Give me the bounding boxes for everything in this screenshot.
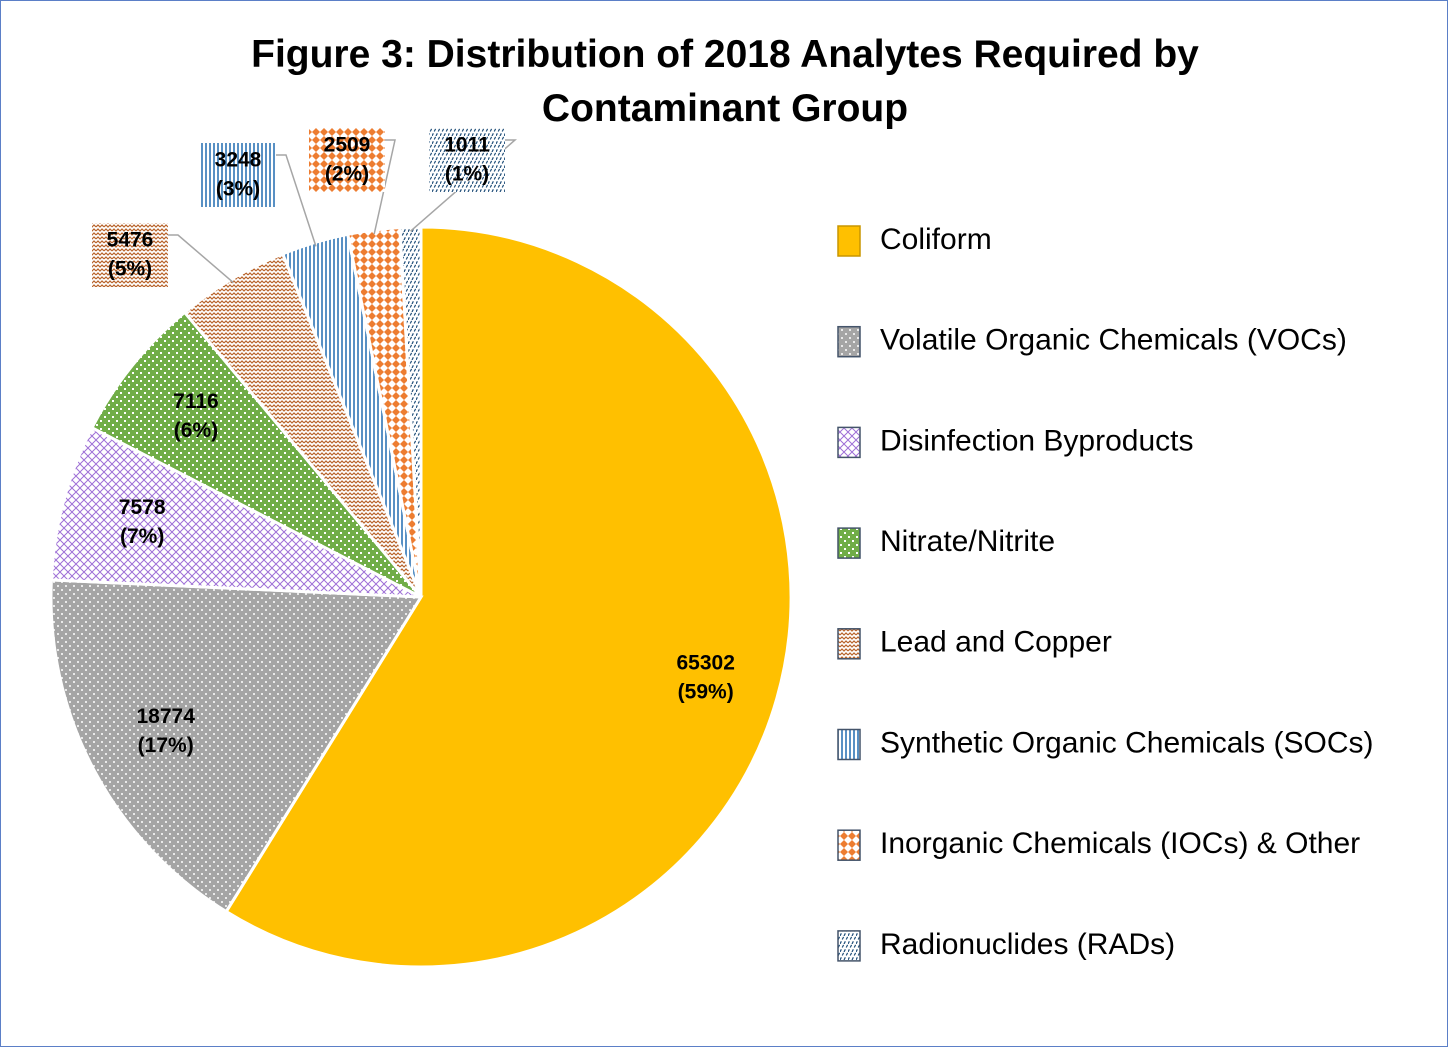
leader-line xyxy=(410,139,518,232)
chart-title: Figure 3: Distribution of 2018 Analytes … xyxy=(251,33,1199,130)
data-label-percent: (59%) xyxy=(678,681,734,704)
data-label-box xyxy=(309,128,385,192)
data-label: 7578 xyxy=(119,496,166,519)
legend-label: Synthetic Organic Chemicals (SOCs) xyxy=(880,726,1373,759)
legend-swatch xyxy=(837,527,861,559)
legend-label: Radionuclides (RADs) xyxy=(880,928,1175,961)
legend-label: Volatile Organic Chemicals (VOCs) xyxy=(880,324,1347,357)
legend-label: Lead and Copper xyxy=(880,626,1112,659)
pie-slice xyxy=(49,425,422,599)
legend-swatch xyxy=(837,728,861,761)
leader-line xyxy=(168,234,234,284)
legend-swatch xyxy=(837,426,861,459)
data-label-box xyxy=(92,223,168,287)
data-label: 1011 xyxy=(444,134,490,157)
data-label: 3248 xyxy=(215,149,262,172)
data-label-percent: (3%) xyxy=(216,178,260,201)
data-label: 65302 xyxy=(676,652,734,675)
data-label-box xyxy=(429,128,505,192)
pie-slice xyxy=(89,310,423,599)
data-label: 7116 xyxy=(173,390,219,413)
pie-slice xyxy=(49,578,424,914)
pie-slice xyxy=(398,225,423,598)
data-label-percent: (7%) xyxy=(120,525,164,548)
data-label: 18774 xyxy=(136,705,195,728)
data-label: 2509 xyxy=(324,134,371,157)
data-label-box xyxy=(200,143,276,207)
data-label-percent: (1%) xyxy=(445,163,489,186)
data-label: 5476 xyxy=(107,229,154,252)
data-label-percent: (5%) xyxy=(108,258,152,281)
legend-label: Nitrate/Nitrite xyxy=(880,525,1055,558)
legend-swatch xyxy=(837,829,861,861)
legend-swatch xyxy=(837,325,861,358)
legend-swatch xyxy=(837,628,861,660)
leader-line xyxy=(276,154,317,247)
legend-swatch xyxy=(837,225,861,257)
data-label-percent: (2%) xyxy=(325,163,369,186)
legend-swatch xyxy=(837,930,861,962)
legend-label: Disinfection Byproducts xyxy=(880,424,1193,457)
legend-label: Coliform xyxy=(880,223,992,256)
leader-line xyxy=(373,139,396,235)
pie-slice xyxy=(224,225,793,969)
legend-label: Inorganic Chemicals (IOCs) & Other xyxy=(880,827,1360,860)
data-label-percent: (6%) xyxy=(174,419,218,442)
data-label-percent: (17%) xyxy=(138,734,194,757)
